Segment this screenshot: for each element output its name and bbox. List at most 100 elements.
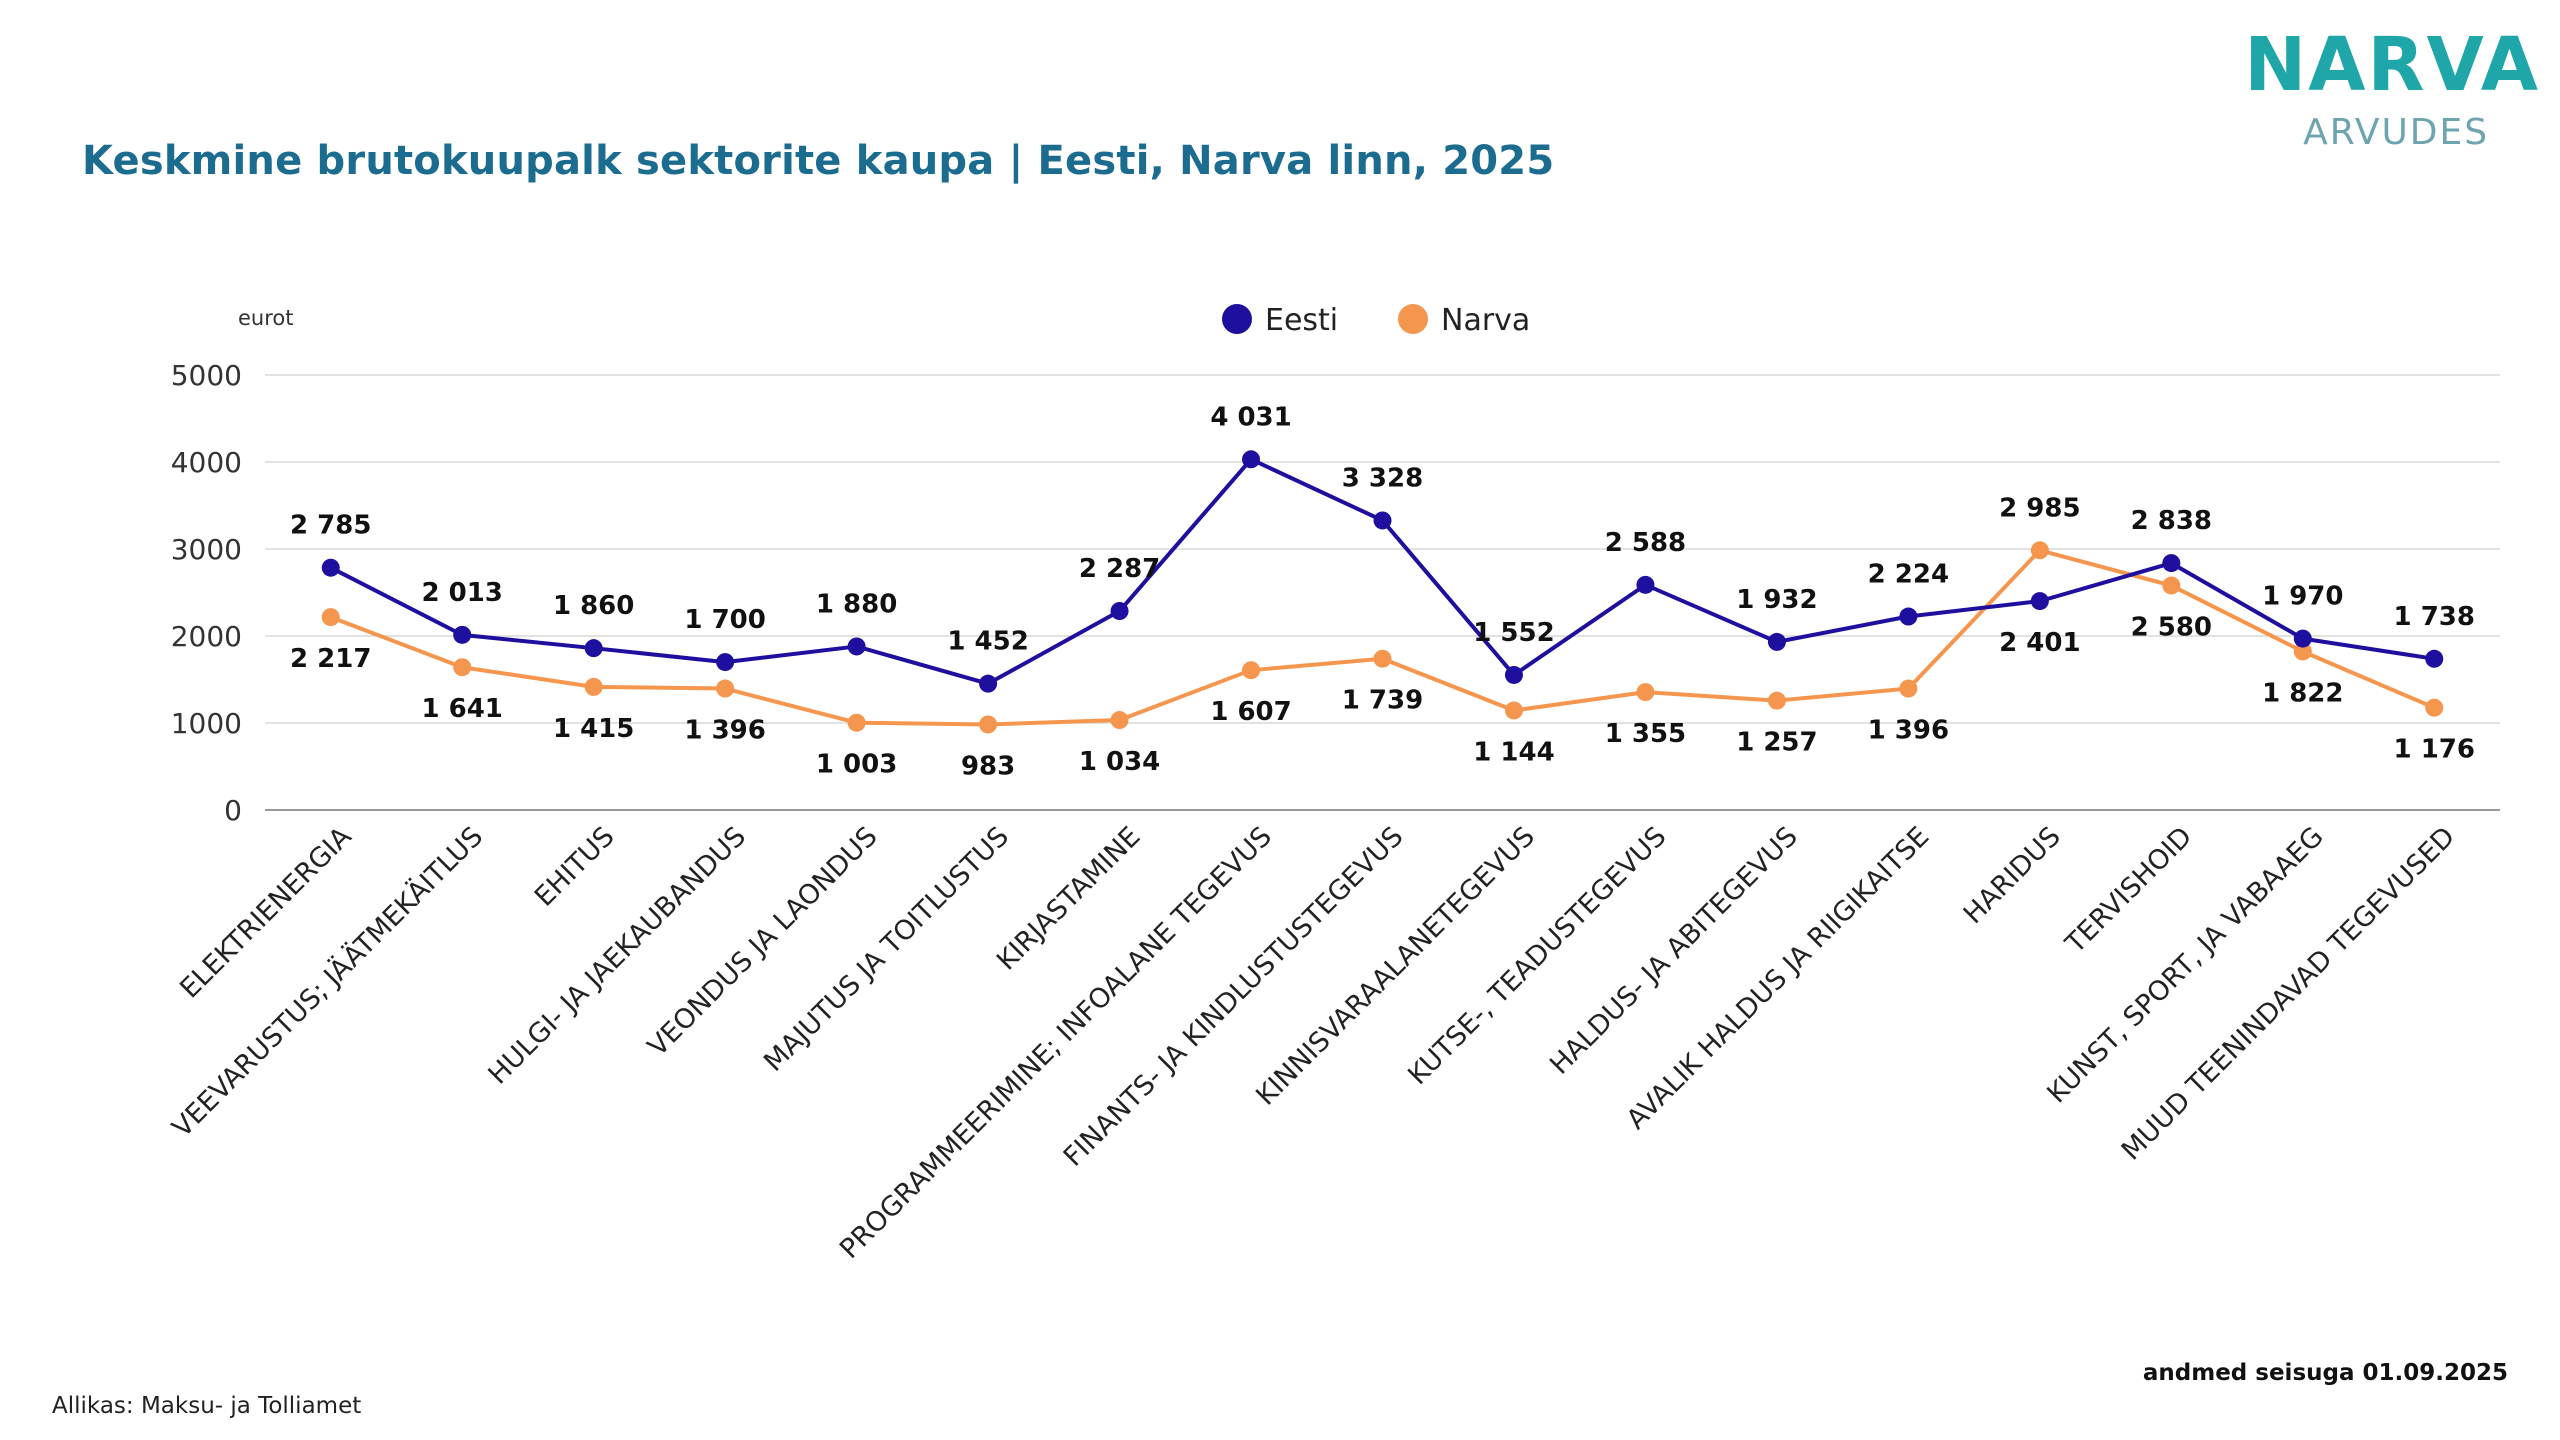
data-point-narva[interactable] [1636,683,1655,702]
legend: Eesti Narva [1222,303,1530,338]
data-label-narva: 2 985 [1999,493,2080,523]
legend-item-narva[interactable]: Narva [1398,303,1530,338]
data-point-narva[interactable] [1242,661,1261,680]
data-point-narva[interactable] [1373,649,1392,668]
data-point-narva[interactable] [847,713,866,732]
data-point-eesti[interactable] [1373,511,1392,530]
data-point-eesti[interactable] [1110,602,1129,621]
data-label-narva: 1 144 [1473,737,1554,767]
data-point-eesti[interactable] [453,625,472,644]
gridlines [265,374,2500,811]
narva-arvudes-logo: NARVA ARVUDES [2244,28,2540,153]
data-label-eesti: 2 224 [1868,560,1949,590]
data-point-narva[interactable] [716,679,735,698]
data-label-narva: 1 003 [816,750,897,780]
x-category-label: HALDUS- JA ABITEGEVUS [1544,821,1804,1081]
x-category-label: HARIDUS [1958,821,2067,930]
data-point-narva[interactable] [2425,698,2444,717]
data-label-eesti: 1 970 [2262,582,2343,612]
data-label-narva: 1 355 [1605,719,1686,749]
data-label-narva: 1 739 [1342,686,1423,716]
y-axis: 0 1000 2000 3000 4000 5000 eurot [171,306,294,827]
data-point-eesti[interactable] [1767,632,1786,651]
data-point-eesti[interactable] [847,637,866,656]
data-label-eesti: 2 785 [290,511,371,541]
legend-label: Eesti [1265,303,1338,338]
data-point-narva[interactable] [979,715,998,734]
y-tick-label: 2000 [171,620,242,653]
data-point-eesti[interactable] [1636,575,1655,594]
data-label-narva: 2 580 [2131,613,2212,643]
data-point-narva[interactable] [584,677,603,696]
data-label-narva: 1 396 [684,716,765,746]
logo-sub-text: ARVUDES [2303,112,2490,153]
data-label-eesti: 2 401 [1999,628,2080,658]
legend-item-eesti[interactable]: Eesti [1222,303,1338,338]
data-label-eesti: 1 738 [2394,602,2475,632]
data-label-narva: 1 607 [1210,697,1291,727]
logo-main-text: NARVA [2244,22,2540,108]
data-labels: 2 785 2 217 2 013 1 641 1 860 1 415 1 700 1 396… [290,402,2475,781]
data-point-eesti[interactable] [321,558,340,577]
legend-marker-icon [1398,304,1428,334]
y-tick-label: 4000 [171,446,242,479]
legend-marker-icon [1222,304,1252,334]
x-category-label: KUTSE-, TEADUSTEGEVUS [1402,821,1672,1091]
data-point-narva[interactable] [1899,679,1918,698]
x-category-label: HULGI- JA JAEKAUBANDUS [483,821,753,1091]
data-point-eesti[interactable] [979,674,998,693]
data-label-narva: 1 257 [1736,728,1817,758]
data-point-eesti[interactable] [1899,607,1918,626]
x-category-label: MAJUTUS JA TOITLUSTUS [758,821,1015,1078]
data-point-eesti[interactable] [1504,665,1523,684]
data-label-eesti: 1 552 [1473,618,1554,648]
series-points [321,450,2444,734]
x-category-label: TERVISHOID [2059,821,2198,960]
data-as-of-note: andmed seisuga 01.09.2025 [2142,1360,2508,1386]
data-point-eesti[interactable] [2425,649,2444,668]
data-point-eesti[interactable] [2030,592,2049,611]
data-label-eesti: 1 452 [947,627,1028,657]
data-label-narva: 1 176 [2394,735,2475,765]
data-label-narva: 1 641 [421,694,502,724]
data-label-eesti: 2 287 [1079,554,1160,584]
data-point-eesti[interactable] [2293,629,2312,648]
x-category-label: KUNST, SPORT, JA VABAAEG [2041,821,2329,1109]
data-label-eesti: 3 328 [1342,463,1423,493]
data-label-eesti: 2 838 [2131,506,2212,536]
data-label-eesti: 2 588 [1605,528,1686,558]
data-label-narva: 983 [961,751,1015,781]
data-point-eesti[interactable] [716,653,735,672]
y-tick-label: 5000 [171,359,242,392]
data-point-narva[interactable] [2162,576,2181,595]
legend-label: Narva [1441,303,1530,338]
x-category-label: KINNISVARAALANETEGEVUS [1250,821,1541,1112]
data-point-eesti[interactable] [584,639,603,658]
data-label-eesti: 1 700 [684,605,765,635]
data-label-narva: 1 415 [553,714,634,744]
data-label-eesti: 4 031 [1210,402,1291,432]
series-lines [329,457,2436,727]
data-label-narva: 1 034 [1079,747,1160,777]
y-tick-label: 1000 [171,707,242,740]
data-point-narva[interactable] [1110,711,1129,730]
x-category-label: PROGRAMMEERIMINE; INFOALANE TEGEVUS [834,821,1278,1265]
x-category-label: EHITUS [529,821,621,913]
data-point-eesti[interactable] [1242,450,1261,469]
data-point-narva[interactable] [1504,701,1523,720]
data-point-narva[interactable] [1767,691,1786,710]
y-axis-unit-label: eurot [238,306,293,330]
data-point-narva[interactable] [2293,642,2312,661]
data-label-narva: 1 822 [2262,678,2343,708]
data-label-narva: 1 396 [1868,716,1949,746]
data-label-eesti: 2 013 [421,578,502,608]
y-tick-label: 3000 [171,533,242,566]
data-point-narva[interactable] [2030,541,2049,560]
data-point-narva[interactable] [453,658,472,677]
data-label-eesti: 1 932 [1736,585,1817,615]
data-point-eesti[interactable] [2162,554,2181,573]
x-category-label: VEONDUS JA LAONDUS [642,821,884,1063]
data-point-narva[interactable] [321,608,340,627]
